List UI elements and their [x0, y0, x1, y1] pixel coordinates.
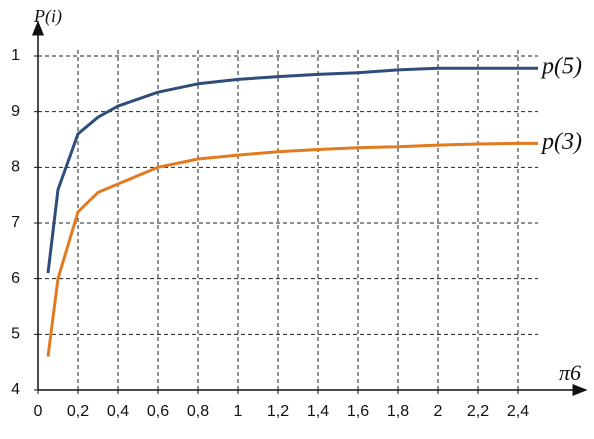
x-tick-label: 1	[234, 403, 243, 420]
y-tick-label: 4	[11, 381, 20, 398]
legend-label: p(3)	[540, 129, 582, 155]
y-tick-label: 7	[11, 214, 20, 231]
legend-label: p(5)	[540, 54, 582, 80]
x-tick-label: 2,4	[507, 403, 529, 420]
series-line	[46, 66, 538, 274]
x-tick-label: 0,6	[147, 403, 169, 420]
y-tick-label: 8	[11, 159, 20, 176]
x-tick-label: 0,8	[187, 403, 209, 420]
x-tick-label: 2	[434, 403, 443, 420]
x-axis-label: π6	[559, 360, 581, 385]
y-tick-label: 1	[11, 47, 20, 64]
x-tick-label: 1,2	[267, 403, 289, 420]
y-tick-label: 9	[11, 103, 20, 120]
x-tick-label: 0	[34, 403, 43, 420]
series-line	[46, 141, 538, 357]
y-tick-label: 5	[11, 326, 20, 343]
y-tick-label: 6	[11, 270, 20, 287]
x-tick-label: 2,2	[467, 403, 489, 420]
x-tick-label: 1,4	[307, 403, 329, 420]
x-tick-label: 0,2	[67, 403, 89, 420]
x-tick-label: 1,8	[387, 403, 409, 420]
x-tick-label: 1,6	[347, 403, 369, 420]
x-tick-label: 0,4	[107, 403, 129, 420]
